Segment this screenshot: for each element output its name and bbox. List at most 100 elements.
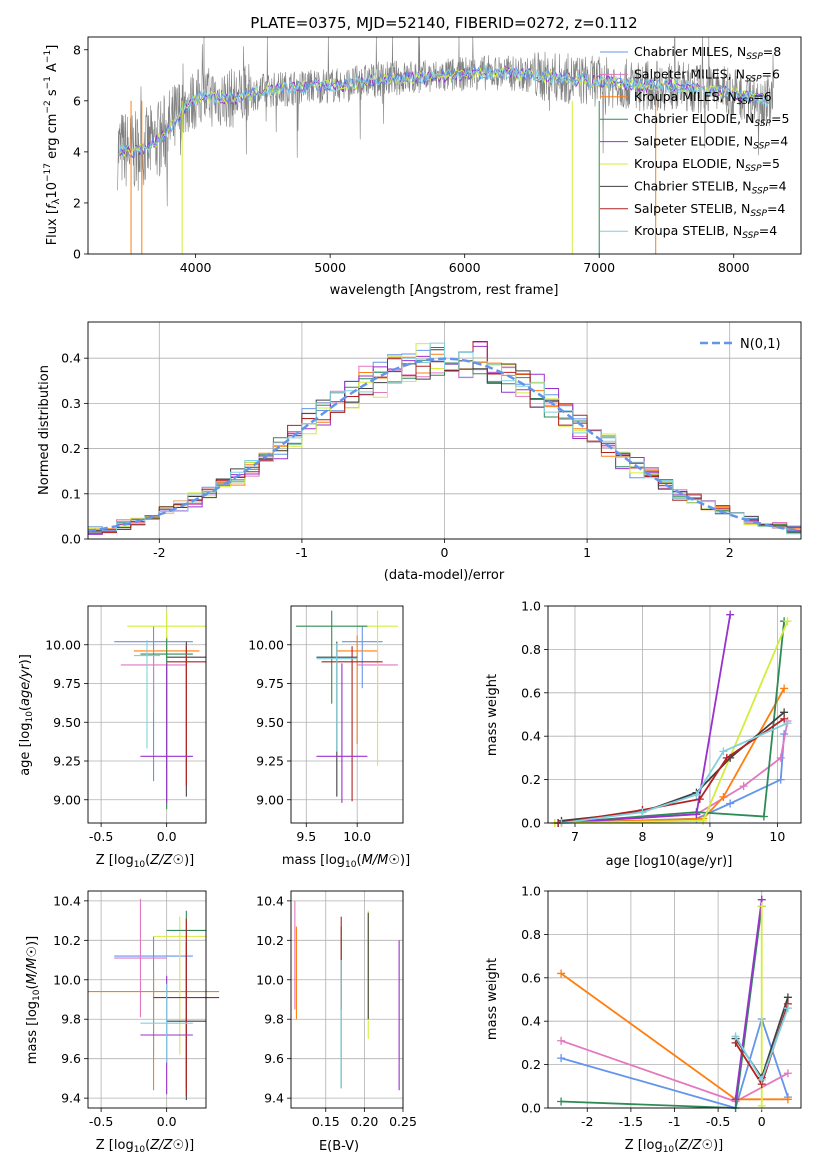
weight-marker (759, 812, 768, 821)
2-xtick-label: -0.5 (89, 829, 113, 844)
legend-sub: SSP (745, 74, 762, 84)
1-xtick-label: 2 (726, 545, 734, 560)
legend-sub: SSP (737, 97, 754, 107)
legend-entry-4: Salpeter ELODIE, NSSP=4 (634, 134, 788, 152)
mass-Z-ylabel-sub: 10 (32, 989, 42, 1001)
1-xtick-label: -1 (296, 545, 308, 560)
weight-marker (757, 1101, 766, 1110)
legend-val: =6 (762, 66, 780, 81)
2-ytick-label: 10.00 (45, 637, 81, 652)
6-ytick-label: 10.4 (256, 893, 284, 908)
7-ytick-label: 1.0 (521, 884, 541, 899)
legend-val: =4 (759, 223, 777, 238)
legend-entry-3: Chabrier ELODIE, NSSP=5 (634, 111, 789, 129)
4-ytick-label: 0.4 (521, 729, 541, 744)
0-ytick-label: 6 (73, 93, 81, 108)
5-ytick-label: 9.4 (61, 1091, 81, 1106)
0-xtick-label: 4000 (180, 260, 212, 275)
ylabel-part: λ (51, 198, 62, 204)
weight-line-3 (558, 621, 785, 824)
weight-marker (780, 714, 789, 723)
weight-marker (783, 1095, 792, 1104)
5-ytick-label: 10.4 (53, 893, 81, 908)
weight-marker (731, 1032, 740, 1041)
legend-sub: SSP (746, 52, 763, 62)
frame-3 (290, 605, 404, 824)
legend-sub: SSP (752, 186, 769, 196)
4-ytick-label: 0.6 (521, 685, 541, 700)
legend-sub: SSP (745, 164, 762, 174)
age-Z-ylabel-log: log (18, 723, 33, 743)
legend-entry-2: Kroupa MILES, NSSP=6 (634, 89, 772, 107)
weight-line-3 (561, 906, 763, 1109)
age-Z-ylabel-paren: ( (18, 706, 33, 711)
mass-Z-xlabel: Z [log10(Z/Z☉)] (96, 1138, 195, 1155)
ylabel-part: −2 (43, 100, 53, 113)
weight-marker (757, 1075, 766, 1084)
weight-Z-xlabel-sub: 10 (663, 1145, 675, 1155)
7-xtick-label: -1 (668, 1114, 680, 1129)
age-mass-xlabel-part: ☉ (388, 853, 400, 868)
mass-Z-xlabel-part: ☉ (172, 1138, 184, 1153)
0-ytick-label: 2 (73, 195, 81, 210)
4-ytick-label: 0.0 (521, 816, 541, 831)
2-xtick-label: 0.0 (157, 829, 177, 844)
spectrum-model-line (118, 65, 770, 156)
4-ytick-label: 0.2 (521, 772, 541, 787)
age-Z-ylabel-part: age/yr (18, 663, 33, 706)
0-ytick-label: 0 (73, 247, 81, 262)
ylabel-part: −1 (43, 50, 53, 63)
7-xtick-label: 0 (758, 1114, 766, 1129)
mass-Z-ylabel-part: ☉ (25, 946, 40, 958)
7-ytick-label: 0.4 (521, 1014, 541, 1029)
weight-marker (726, 610, 735, 619)
7-ytick-label: 0.8 (521, 927, 541, 942)
mass-Z-ylabel-part: )] (25, 936, 40, 946)
age-Z-ylabel: age [log10(age/yr)] (18, 654, 35, 776)
5-ytick-label: 9.6 (61, 1051, 81, 1066)
frame-7 (547, 890, 802, 1109)
0-xtick-label: 6000 (449, 260, 481, 275)
1-xtick-label: 0 (441, 545, 449, 560)
3-ytick-label: 9.00 (256, 792, 284, 807)
3-ytick-label: 10.00 (248, 637, 284, 652)
weight-line-4 (734, 899, 763, 1100)
legend-val: =5 (762, 156, 780, 171)
residuals-xlabel: (data-model)/error (384, 568, 505, 583)
age-mass-xlabel-sub: 10 (345, 860, 357, 870)
weight-Z-xlabel-part: )] (713, 1138, 723, 1153)
weight-marker (557, 1054, 566, 1063)
legend-entry-6: Chabrier STELIB, NSSP=4 (634, 178, 787, 196)
mass-Z-xlabel-paren: ( (145, 1138, 150, 1153)
0-xtick-label: 5000 (314, 260, 346, 275)
1-ytick-label: 0.0 (61, 532, 81, 547)
legend-entry-1: Salpeter MILES, NSSP=6 (634, 66, 780, 84)
legend-name: Salpeter ELODIE, N (634, 134, 753, 149)
ylabel-part: ] (45, 45, 60, 50)
weight-marker (757, 902, 766, 911)
1-xtick-label: -2 (153, 545, 165, 560)
ylabel-part: f (45, 202, 60, 209)
2-ytick-label: 9.50 (53, 715, 81, 730)
3-xtick-label: 9.5 (296, 829, 316, 844)
3-ytick-label: 9.75 (256, 676, 284, 691)
legend-name: Kroupa STELIB, N (634, 223, 742, 238)
ylabel-part: 10 (45, 182, 60, 199)
5-xtick-label: 0.0 (157, 1114, 177, 1129)
weight-Z-xlabel-part: ☉ (701, 1138, 713, 1153)
frame-6 (290, 890, 404, 1109)
residuals-frame (87, 321, 802, 540)
legend-name: Kroupa MILES, N (634, 89, 737, 104)
age-Z-xlabel-sub: 10 (134, 860, 146, 870)
legend-val: =5 (771, 111, 789, 126)
legend-val: =6 (753, 89, 771, 104)
spectrum-frame (87, 36, 802, 255)
7-xtick-label: -0.5 (706, 1114, 730, 1129)
legend-val: =8 (763, 44, 781, 59)
spectrum-xlabel: wavelength [Angstrom, rest frame] (330, 283, 559, 298)
weight-marker (695, 795, 704, 804)
2-ytick-label: 9.00 (53, 792, 81, 807)
weight-marker (692, 810, 701, 819)
4-xtick-label: 7 (571, 829, 579, 844)
